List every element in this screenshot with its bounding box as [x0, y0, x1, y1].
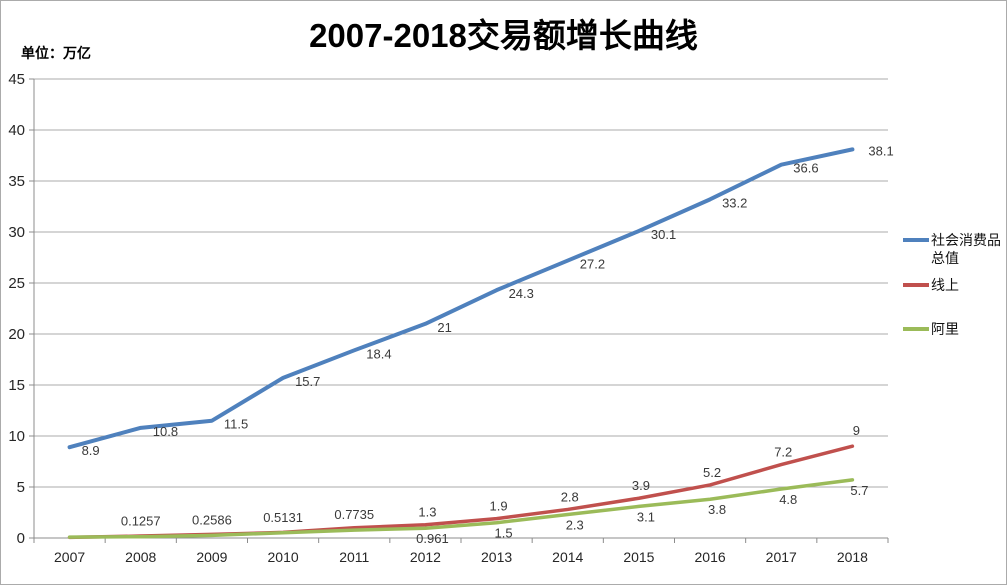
chart-title: 2007-2018交易额增长曲线 — [309, 17, 698, 54]
y-tick-label: 20 — [8, 326, 25, 343]
data-label: 11.5 — [224, 417, 248, 432]
data-label: 21 — [437, 320, 451, 335]
y-tick-label: 10 — [8, 428, 25, 445]
legend-item-total: 社会消费品总值 — [903, 231, 1003, 267]
x-tick-label: 2018 — [837, 549, 868, 565]
x-tick-label: 2013 — [481, 549, 512, 565]
data-label: 36.6 — [793, 161, 818, 176]
legend-label-ali: 阿里 — [931, 321, 959, 337]
series-line-0 — [67, 147, 855, 450]
legend-label-total: 社会消费品总值 — [931, 232, 1001, 266]
x-tick-label: 2017 — [766, 549, 797, 565]
data-label: 4.8 — [779, 492, 797, 507]
data-label: 2.8 — [561, 489, 579, 504]
x-tick-label: 2016 — [695, 549, 726, 565]
x-tick-label: 2010 — [268, 549, 299, 565]
data-label: 2.3 — [566, 518, 584, 533]
data-label: 0.1257 — [121, 514, 161, 529]
data-label: 0.7735 — [334, 507, 374, 522]
legend: 社会消费品总值 线上 阿里 — [903, 1, 1006, 584]
data-label: 8.9 — [82, 443, 100, 458]
data-label: 5.7 — [850, 483, 868, 498]
y-tick-label: 15 — [8, 377, 25, 394]
data-label: 15.7 — [295, 374, 320, 389]
x-tick-label: 2015 — [623, 549, 654, 565]
y-tick-label: 30 — [8, 224, 25, 241]
data-label: 0.961 — [416, 531, 449, 546]
data-label: 1.5 — [495, 526, 513, 541]
x-tick-label: 2007 — [54, 549, 85, 565]
data-label: 1.3 — [418, 505, 436, 520]
data-label: 3.8 — [708, 502, 726, 517]
legend-line-swatch-ali — [903, 327, 929, 331]
y-tick-label: 40 — [8, 122, 25, 139]
data-label: 10.8 — [153, 424, 178, 439]
data-label: 0.5131 — [263, 510, 303, 525]
legend-line-swatch-total — [903, 238, 929, 242]
x-tick-label: 2012 — [410, 549, 441, 565]
data-label: 27.2 — [580, 257, 605, 272]
y-tick-label: 35 — [8, 173, 25, 190]
legend-label-online: 线上 — [931, 277, 959, 293]
data-label: 3.1 — [637, 509, 655, 524]
data-label: 24.3 — [509, 286, 534, 301]
x-tick-label: 2009 — [196, 549, 227, 565]
data-label: 5.2 — [703, 465, 721, 480]
data-label: 9 — [853, 423, 860, 438]
series-line-2 — [67, 478, 855, 539]
data-label: 0.2586 — [192, 512, 232, 527]
data-label: 1.9 — [490, 499, 508, 514]
x-tick-label: 2011 — [339, 549, 369, 565]
y-tick-label: 25 — [8, 275, 25, 292]
data-label: 33.2 — [722, 195, 747, 210]
data-label: 38.1 — [868, 143, 893, 158]
legend-item-ali: 阿里 — [903, 320, 1003, 338]
data-label: 18.4 — [366, 346, 391, 361]
data-label: 30.1 — [651, 227, 676, 242]
y-tick-label: 0 — [17, 530, 25, 547]
x-tick-label: 2014 — [552, 549, 583, 565]
data-label: 7.2 — [774, 445, 792, 460]
x-tick-label: 2008 — [125, 549, 156, 565]
unit-label: 单位：万亿 — [21, 45, 91, 61]
y-tick-label: 5 — [17, 479, 25, 496]
legend-item-online: 线上 — [903, 276, 1003, 294]
data-label: 3.9 — [632, 478, 650, 493]
legend-line-swatch-online — [903, 283, 929, 287]
y-tick-label: 45 — [8, 71, 25, 88]
